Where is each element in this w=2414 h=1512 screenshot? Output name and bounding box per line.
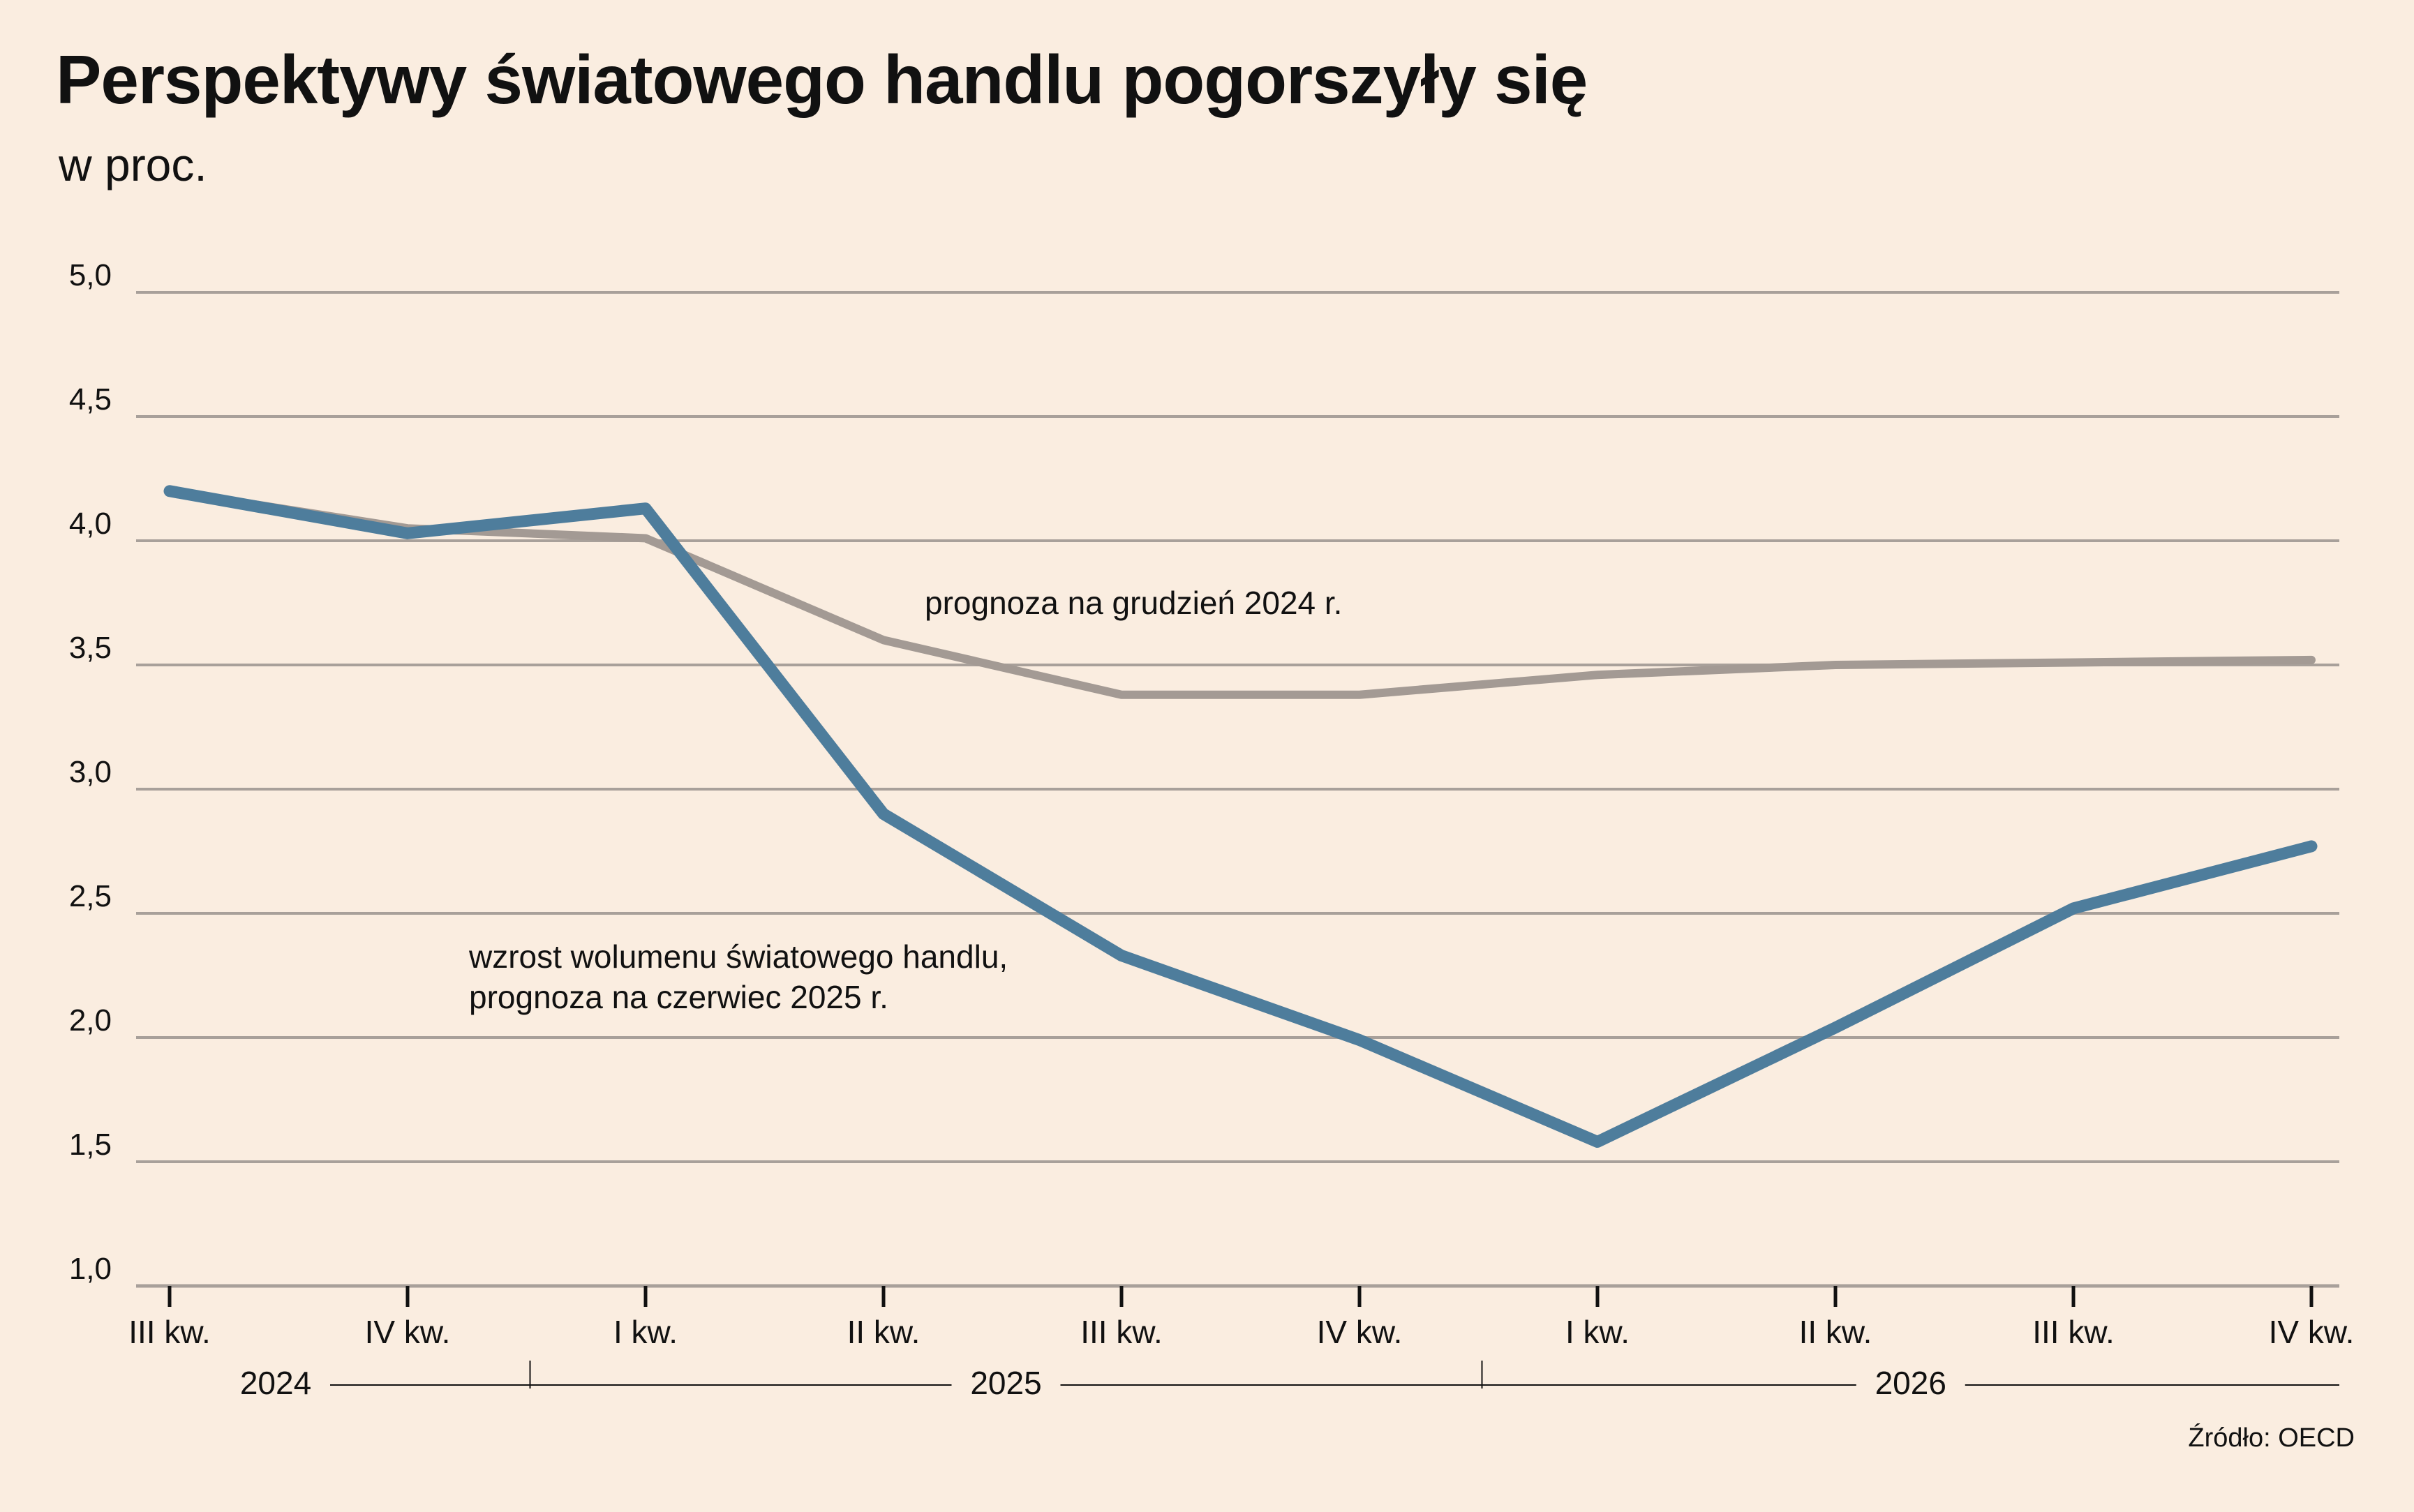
y-tick-label: 2,0 — [69, 1003, 112, 1038]
y-tick-label: 5,0 — [69, 258, 112, 292]
x-tick-label: I kw. — [1565, 1314, 1630, 1350]
chart-title: Perspektywy światowego handlu pogorszyły… — [56, 41, 1588, 118]
x-tick-label: III kw. — [1080, 1314, 1163, 1350]
x-tick-label: II kw. — [1799, 1314, 1872, 1350]
series-annotation: wzrost wolumenu światowego handlu, — [468, 938, 1008, 975]
series-line — [165, 486, 2316, 699]
x-tick-label: III kw. — [128, 1314, 211, 1350]
x-tick-label: I kw. — [613, 1314, 678, 1350]
x-tick-label: III kw. — [2032, 1314, 2115, 1350]
x-tick-label: IV kw. — [2269, 1314, 2355, 1350]
series-annotation: prognoza na grudzień 2024 r. — [925, 585, 1342, 621]
year-label: 2026 — [1875, 1365, 1946, 1401]
y-axis-labels: 1,0 1,5 2,0 2,5 3,0 3,5 4,0 4,5 5,0 — [69, 258, 112, 1286]
x-tick-label: II kw. — [847, 1314, 921, 1350]
y-tick-label: 4,5 — [69, 382, 112, 417]
x-tick-label: IV kw. — [365, 1314, 451, 1350]
y-tick-label: 2,5 — [69, 879, 112, 913]
x-axis: III kw. IV kw. I kw. II kw. III kw. IV kw. I k… — [128, 1286, 2354, 1350]
y-tick-label: 1,0 — [69, 1252, 112, 1286]
annotations: prognoza na grudzień 2024 r. wzrost wolum… — [468, 585, 1342, 1015]
source-note: Źródło: OECD — [2188, 1423, 2355, 1453]
series-line — [163, 485, 2318, 1148]
y-tick-label: 3,5 — [69, 631, 112, 665]
chart-subtitle: w proc. — [59, 139, 207, 190]
grid — [136, 291, 2339, 1288]
y-tick-label: 3,0 — [69, 755, 112, 789]
year-groups: 2024 2025 2026 — [240, 1361, 2339, 1401]
year-label: 2025 — [970, 1365, 1041, 1401]
y-tick-label: 1,5 — [69, 1128, 112, 1162]
series-annotation: prognoza na czerwiec 2025 r. — [469, 979, 888, 1015]
series-lines — [163, 485, 2318, 1148]
y-tick-label: 4,0 — [69, 507, 112, 541]
x-tick-label: IV kw. — [1317, 1314, 1403, 1350]
year-label: 2024 — [240, 1365, 311, 1401]
